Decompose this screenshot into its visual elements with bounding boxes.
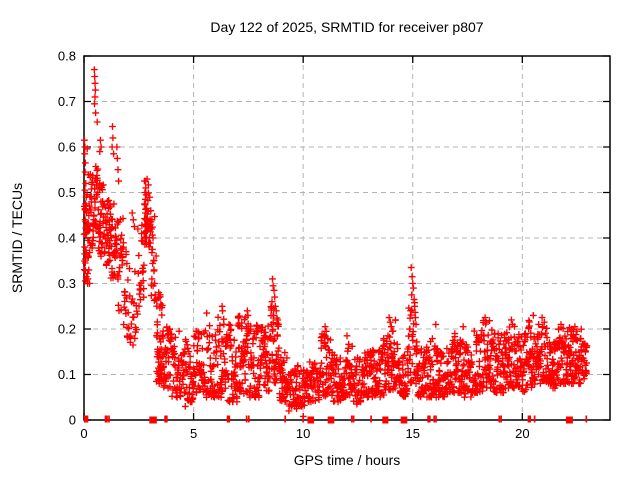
- zero-block-marker: [565, 416, 573, 424]
- x-tick-label: 20: [515, 426, 529, 441]
- y-tick-label: 0: [69, 413, 76, 428]
- chart-title: Day 122 of 2025, SRMTID for receiver p80…: [210, 19, 484, 35]
- zero-block-marker: [382, 416, 389, 424]
- y-tick-label: 0.1: [58, 367, 76, 382]
- x-tick-label: 5: [190, 426, 197, 441]
- y-tick-label: 0.5: [58, 185, 76, 200]
- y-tick-label: 0.8: [58, 49, 76, 64]
- x-axis-label: GPS time / hours: [293, 452, 401, 468]
- zero-line-markers: [83, 415, 588, 424]
- x-tick-label: 10: [296, 426, 310, 441]
- data-points: [80, 66, 591, 420]
- zero-block-marker: [149, 416, 157, 424]
- tick-labels: 0 5 10 15 20 0 0.1 0.2 0.3 0.4 0.5 0.6 0.7 0.8: [58, 49, 530, 442]
- y-tick-label: 0.4: [58, 231, 76, 246]
- y-tick-label: 0.6: [58, 140, 76, 155]
- y-tick-label: 0.3: [58, 276, 76, 291]
- x-tick-label: 0: [80, 426, 87, 441]
- zero-block-marker: [307, 416, 315, 424]
- zero-block-marker: [400, 416, 408, 424]
- zero-block-marker: [327, 416, 335, 424]
- y-tick-label: 0.7: [58, 94, 76, 109]
- x-tick-label: 15: [406, 426, 420, 441]
- y-tick-label: 0.2: [58, 322, 76, 337]
